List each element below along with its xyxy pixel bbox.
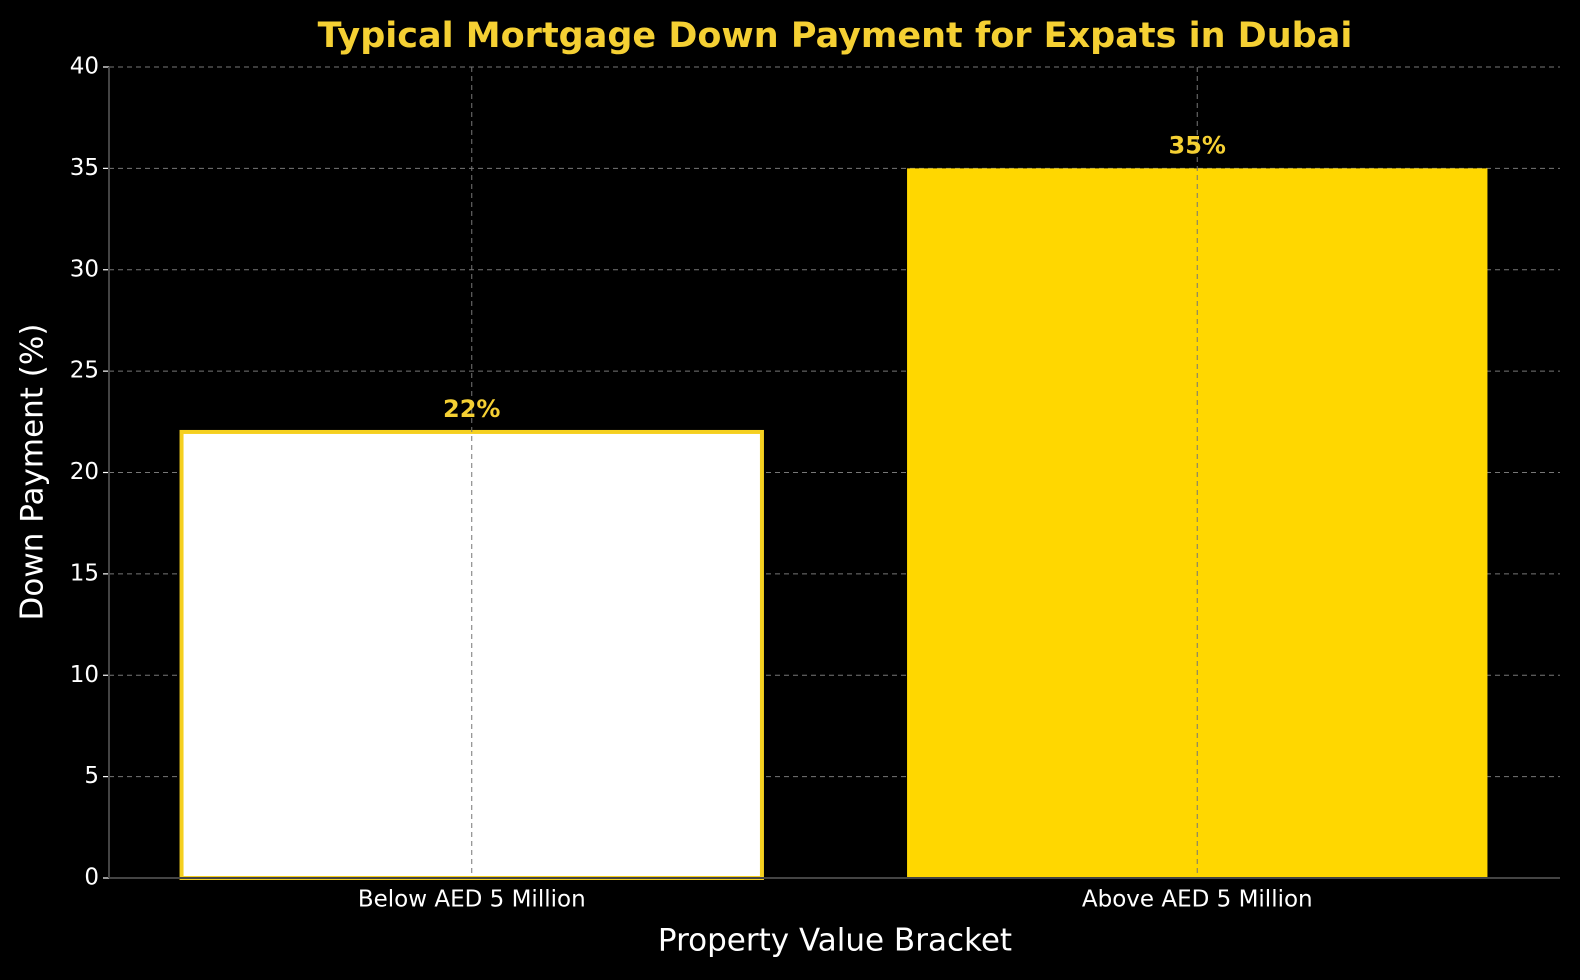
y-tick-label: 0 bbox=[84, 865, 99, 891]
y-tick-label: 5 bbox=[84, 763, 99, 789]
y-tick-label: 10 bbox=[70, 662, 99, 688]
x-tick-label: Above AED 5 Million bbox=[1082, 887, 1313, 913]
y-tick-label: 20 bbox=[70, 459, 99, 485]
x-axis-label: Property Value Bracket bbox=[658, 923, 1012, 959]
y-tick-label: 30 bbox=[70, 256, 99, 282]
x-tick-label: Below AED 5 Million bbox=[358, 887, 586, 913]
y-tick-label: 15 bbox=[70, 560, 99, 586]
y-axis-label: Down Payment (%) bbox=[15, 324, 51, 621]
value-label: 35% bbox=[1169, 131, 1226, 159]
value-label: 22% bbox=[443, 395, 500, 423]
y-tick-label: 35 bbox=[70, 155, 99, 181]
chart-title: Typical Mortgage Down Payment for Expats… bbox=[318, 16, 1353, 56]
y-tick-label: 25 bbox=[70, 358, 99, 384]
y-tick-label: 40 bbox=[70, 54, 99, 80]
